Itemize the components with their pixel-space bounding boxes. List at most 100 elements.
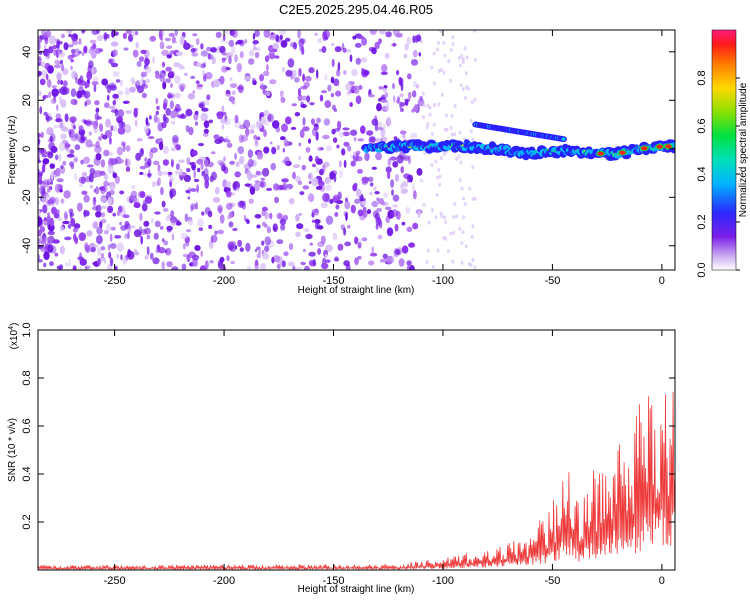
noise-blob xyxy=(361,127,366,131)
noise-blob xyxy=(302,248,306,253)
noise-blob xyxy=(56,104,59,111)
noise-blob xyxy=(221,164,226,172)
noise-blob xyxy=(60,59,63,65)
noise-blob xyxy=(427,220,431,225)
noise-blob xyxy=(443,53,447,58)
x-tick-label: 0 xyxy=(659,575,665,587)
noise-blob xyxy=(116,210,121,217)
noise-blob xyxy=(43,251,50,260)
noise-blob xyxy=(48,35,57,45)
noise-blob xyxy=(349,54,353,63)
x-tick-label: -250 xyxy=(104,575,126,587)
noise-blob xyxy=(192,33,198,37)
noise-blob xyxy=(411,183,415,193)
noise-blob xyxy=(305,147,311,153)
noise-blob xyxy=(357,209,364,217)
noise-blob xyxy=(395,32,403,38)
noise-blob xyxy=(287,261,295,267)
noise-blob xyxy=(146,234,151,240)
noise-blob xyxy=(90,246,96,253)
noise-blob xyxy=(392,204,399,208)
noise-blob xyxy=(110,151,113,156)
noise-blob xyxy=(461,87,465,92)
noise-blob xyxy=(83,45,87,54)
noise-blob xyxy=(283,139,289,147)
noise-blob xyxy=(98,123,102,130)
noise-blob xyxy=(425,260,429,265)
noise-blob xyxy=(237,200,245,208)
noise-blob xyxy=(239,247,244,253)
noise-blob xyxy=(115,79,121,83)
noise-blob xyxy=(138,56,145,62)
x-tick-label: -50 xyxy=(544,275,560,287)
noise-blob xyxy=(239,155,245,165)
noise-blob xyxy=(70,217,76,227)
noise-blob xyxy=(140,49,147,55)
noise-blob xyxy=(382,253,388,259)
noise-blob xyxy=(255,120,263,129)
noise-blob xyxy=(396,70,400,76)
noise-blob xyxy=(112,212,116,217)
noise-blob xyxy=(301,46,305,56)
x-tick-label: -100 xyxy=(432,275,454,287)
noise-blob xyxy=(99,197,107,203)
spectrum-x-label: Height of straight line (km) xyxy=(298,285,415,296)
noise-blob xyxy=(375,152,383,161)
noise-blob xyxy=(316,69,319,79)
snr-panel: -250 -200 -150 -100 -50 0 0.2 0.4 0.6 0.8 1.0 Hei… xyxy=(7,322,676,595)
noise-blob xyxy=(144,227,151,235)
noise-blob xyxy=(69,161,75,167)
noise-blob xyxy=(399,107,404,113)
noise-blob xyxy=(170,218,177,226)
noise-blob xyxy=(299,129,305,139)
noise-blob xyxy=(276,256,283,266)
noise-blob xyxy=(470,234,474,239)
noise-blob xyxy=(64,113,69,122)
noise-blob xyxy=(463,201,467,206)
noise-blob xyxy=(108,181,116,191)
noise-blob xyxy=(377,127,384,131)
colorbar-label: Normalized spectral amplitude xyxy=(738,82,749,217)
noise-blob xyxy=(96,235,103,245)
noise-blob xyxy=(112,99,117,106)
noise-blob xyxy=(133,108,138,118)
noise-blob xyxy=(261,206,268,212)
noise-blob xyxy=(184,213,189,222)
noise-blob xyxy=(393,95,396,103)
noise-blob xyxy=(144,125,149,134)
colorbar-tick-label: 0.0 xyxy=(696,262,708,277)
noise-blob xyxy=(89,39,97,44)
noise-blob xyxy=(387,158,392,166)
noise-blob xyxy=(254,214,262,219)
colorbar-tick-label: 0.6 xyxy=(696,118,708,133)
noise-blob xyxy=(393,136,398,141)
noise-blob xyxy=(161,200,166,208)
noise-blob xyxy=(38,175,42,180)
noise-blob xyxy=(59,86,68,96)
noise-blob xyxy=(398,151,406,160)
noise-blob xyxy=(53,213,60,219)
noise-blob xyxy=(94,112,100,121)
noise-blob xyxy=(220,256,224,264)
noise-blob xyxy=(358,85,363,90)
noise-blob xyxy=(469,118,473,123)
noise-blob xyxy=(447,249,450,254)
noise-blob xyxy=(319,168,324,176)
noise-blob xyxy=(346,91,351,96)
noise-blob xyxy=(430,208,434,212)
noise-blob xyxy=(287,58,295,68)
noise-blob xyxy=(80,90,86,95)
noise-blob xyxy=(59,225,65,232)
noise-blob xyxy=(41,30,47,36)
noise-blob xyxy=(419,178,423,183)
noise-blob xyxy=(74,144,81,151)
noise-blob xyxy=(299,191,305,196)
noise-blob xyxy=(107,244,111,251)
noise-blob xyxy=(46,178,51,186)
noise-blob xyxy=(371,246,375,254)
noise-blob xyxy=(318,180,325,187)
noise-blob xyxy=(324,100,332,109)
noise-blob xyxy=(92,221,99,229)
noise-blob xyxy=(76,202,83,212)
noise-blob xyxy=(120,254,123,261)
